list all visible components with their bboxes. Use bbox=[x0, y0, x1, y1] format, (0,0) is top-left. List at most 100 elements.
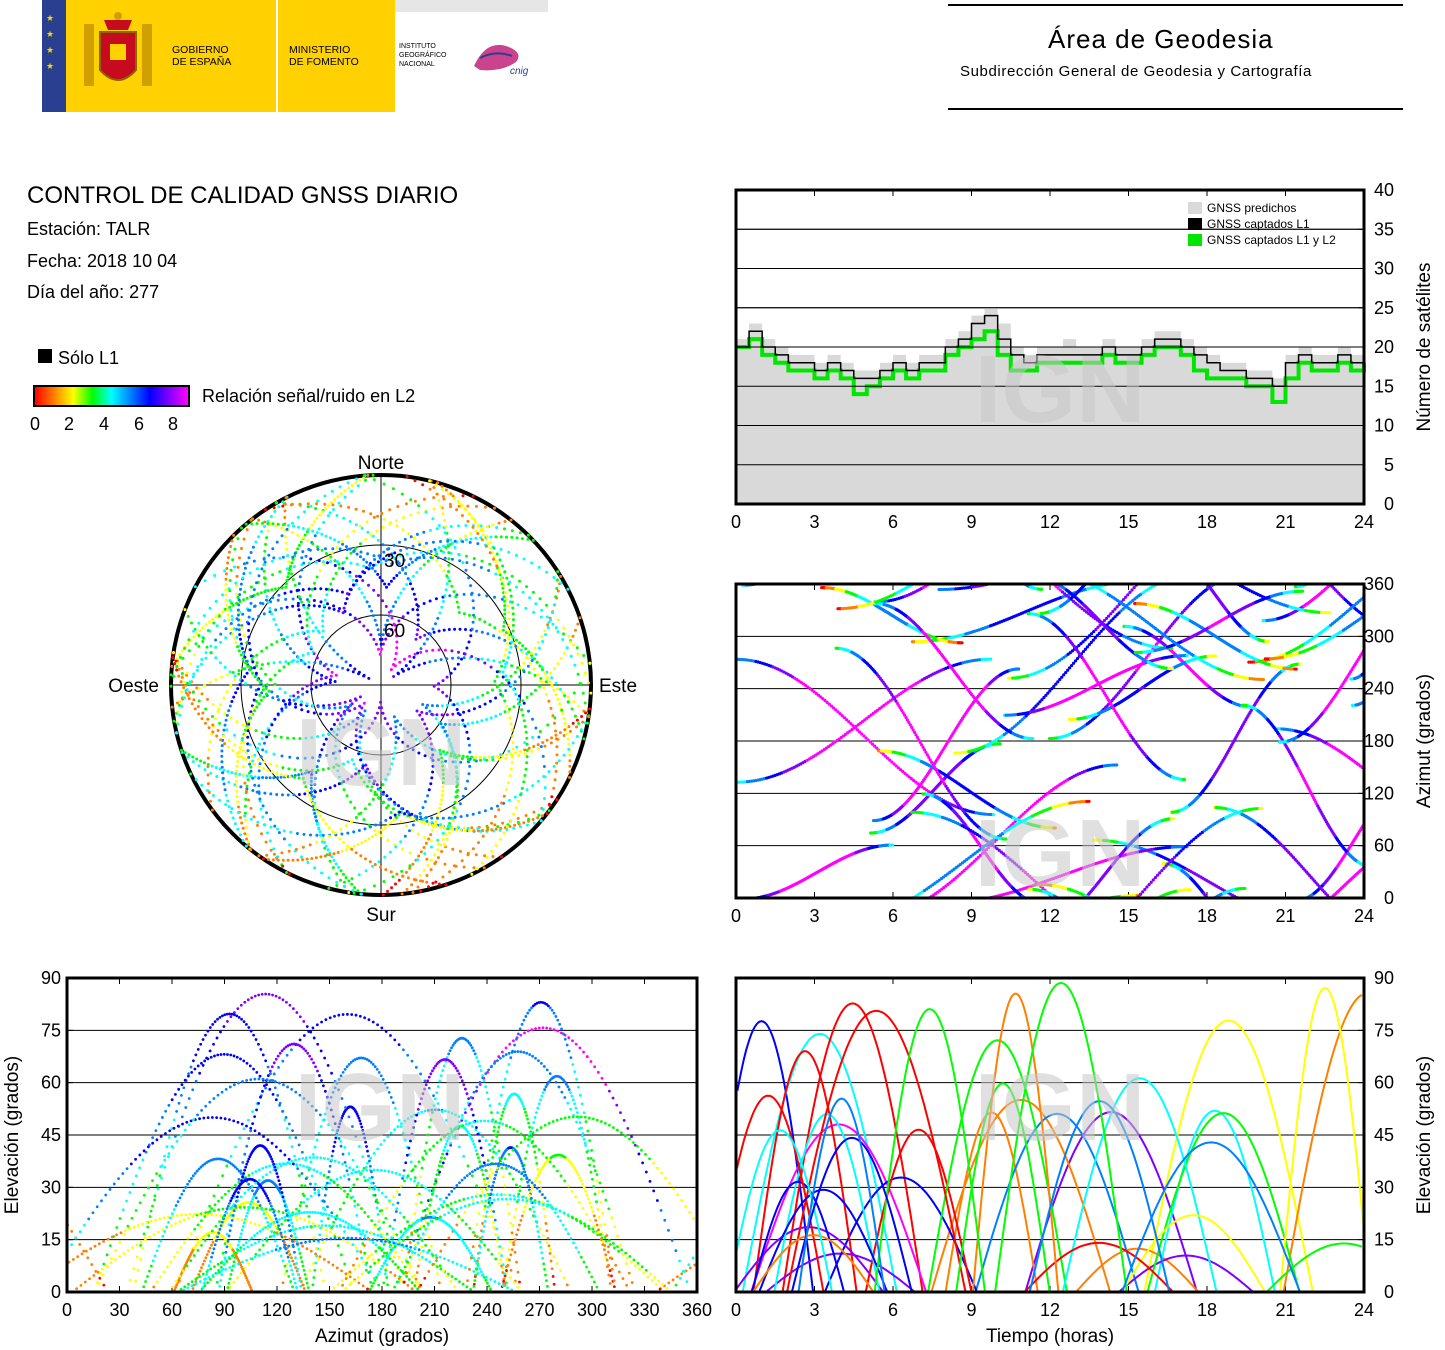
x-tick-label: 180 bbox=[367, 1300, 397, 1320]
ministerio-text: MINISTERIO DE FOMENTO bbox=[289, 44, 359, 68]
arc-point bbox=[187, 1282, 190, 1286]
track-point bbox=[1102, 619, 1106, 623]
x-tick-label: 0 bbox=[731, 906, 741, 926]
arc-point bbox=[139, 1240, 143, 1244]
arc-point bbox=[638, 1267, 641, 1271]
arc-point bbox=[608, 1243, 612, 1246]
x-tick-label: 24 bbox=[1354, 906, 1374, 926]
arc-point bbox=[190, 1280, 194, 1284]
track-point bbox=[864, 736, 868, 740]
track-point bbox=[1261, 677, 1265, 682]
track-point bbox=[1016, 667, 1021, 671]
track-point bbox=[905, 773, 909, 777]
arc-point bbox=[281, 1281, 285, 1285]
arc-point bbox=[239, 1249, 242, 1253]
x-tick-label: 210 bbox=[419, 1300, 449, 1320]
arc-point bbox=[574, 1042, 578, 1046]
x-tick-label: 330 bbox=[629, 1300, 659, 1320]
arc-point bbox=[346, 1226, 350, 1229]
track-point bbox=[1066, 668, 1070, 672]
gobierno-text: GOBIERNO DE ESPAÑA bbox=[172, 44, 232, 68]
track-point bbox=[1042, 695, 1046, 700]
track-point bbox=[812, 690, 816, 694]
arc-point bbox=[604, 1083, 608, 1086]
track-point bbox=[1082, 608, 1086, 612]
arc-point bbox=[538, 1227, 542, 1231]
x-tick-label: 6 bbox=[888, 512, 898, 532]
track-point bbox=[1078, 605, 1082, 609]
track-point bbox=[960, 641, 964, 645]
arc-point bbox=[349, 1189, 352, 1193]
track-point bbox=[857, 730, 862, 734]
arc-point bbox=[365, 1230, 369, 1234]
arc-point bbox=[441, 1161, 445, 1165]
track-point bbox=[1021, 812, 1025, 816]
legend-swatch bbox=[1188, 218, 1202, 230]
arc-point bbox=[516, 1195, 520, 1198]
track-point bbox=[1107, 614, 1111, 618]
y-tick-label: 15 bbox=[1374, 376, 1394, 396]
coat-of-arms-icon bbox=[78, 10, 158, 100]
legend-label: GNSS captados L1 y L2 bbox=[1207, 233, 1336, 247]
arc-point bbox=[439, 1267, 443, 1271]
track-point bbox=[914, 780, 918, 784]
track-point bbox=[1113, 607, 1117, 611]
track-point bbox=[1070, 649, 1075, 653]
arc-point bbox=[626, 1127, 630, 1130]
arc-point bbox=[265, 1236, 268, 1240]
track-point bbox=[1146, 653, 1150, 657]
track-point bbox=[1104, 616, 1109, 620]
track-point bbox=[881, 752, 885, 756]
x-tick-label: 3 bbox=[809, 906, 819, 926]
track-point bbox=[1094, 627, 1098, 632]
arc-point bbox=[600, 1076, 604, 1080]
track-point bbox=[1162, 866, 1166, 870]
y-tick-label: 25 bbox=[1374, 298, 1394, 318]
arc-point bbox=[500, 1050, 504, 1054]
track-point bbox=[1095, 634, 1099, 638]
arc-point bbox=[435, 1272, 439, 1276]
track-point bbox=[810, 688, 814, 692]
arc-point bbox=[541, 1026, 545, 1030]
arc-point bbox=[302, 1287, 306, 1290]
track-point bbox=[1075, 656, 1080, 661]
track-point bbox=[832, 706, 836, 710]
x-tick-label: 90 bbox=[214, 1300, 234, 1320]
track-point bbox=[1096, 625, 1100, 629]
track-point bbox=[1022, 716, 1026, 720]
track-point bbox=[1160, 868, 1164, 873]
arc-point bbox=[205, 1253, 209, 1256]
arc-point bbox=[585, 1055, 589, 1058]
arc-point bbox=[216, 1262, 220, 1266]
arc-point bbox=[242, 1247, 246, 1251]
satellite-track bbox=[1349, 672, 1365, 681]
track-point bbox=[972, 859, 976, 863]
track-point bbox=[1181, 847, 1185, 851]
track-point bbox=[875, 746, 879, 750]
y-axis-label: Elevación (grados) bbox=[2, 1056, 23, 1214]
x-tick-label: 300 bbox=[577, 1300, 607, 1320]
track-point bbox=[814, 691, 818, 696]
arc-point bbox=[174, 1222, 177, 1225]
track-point bbox=[1121, 598, 1126, 602]
track-point bbox=[968, 863, 972, 867]
arc-point bbox=[200, 1266, 203, 1270]
arc-point bbox=[243, 1205, 246, 1209]
arc-point bbox=[336, 1282, 340, 1286]
arc-point bbox=[523, 1031, 526, 1035]
track-point bbox=[829, 704, 834, 708]
track-point bbox=[1149, 880, 1153, 884]
series-l1l2-line bbox=[736, 329, 1366, 404]
arc-point bbox=[376, 1233, 380, 1237]
x-tick-label: 24 bbox=[1354, 512, 1374, 532]
arc-point bbox=[202, 1259, 206, 1263]
y-tick-label: 75 bbox=[41, 1020, 61, 1040]
arc-point bbox=[593, 1065, 597, 1069]
track-point bbox=[1006, 855, 1010, 860]
arc-point bbox=[201, 1262, 205, 1266]
track-point bbox=[838, 712, 842, 716]
arc-point bbox=[642, 1271, 646, 1275]
arc-point bbox=[204, 1256, 208, 1260]
arc-point bbox=[567, 1036, 571, 1040]
track-point bbox=[1194, 835, 1198, 840]
